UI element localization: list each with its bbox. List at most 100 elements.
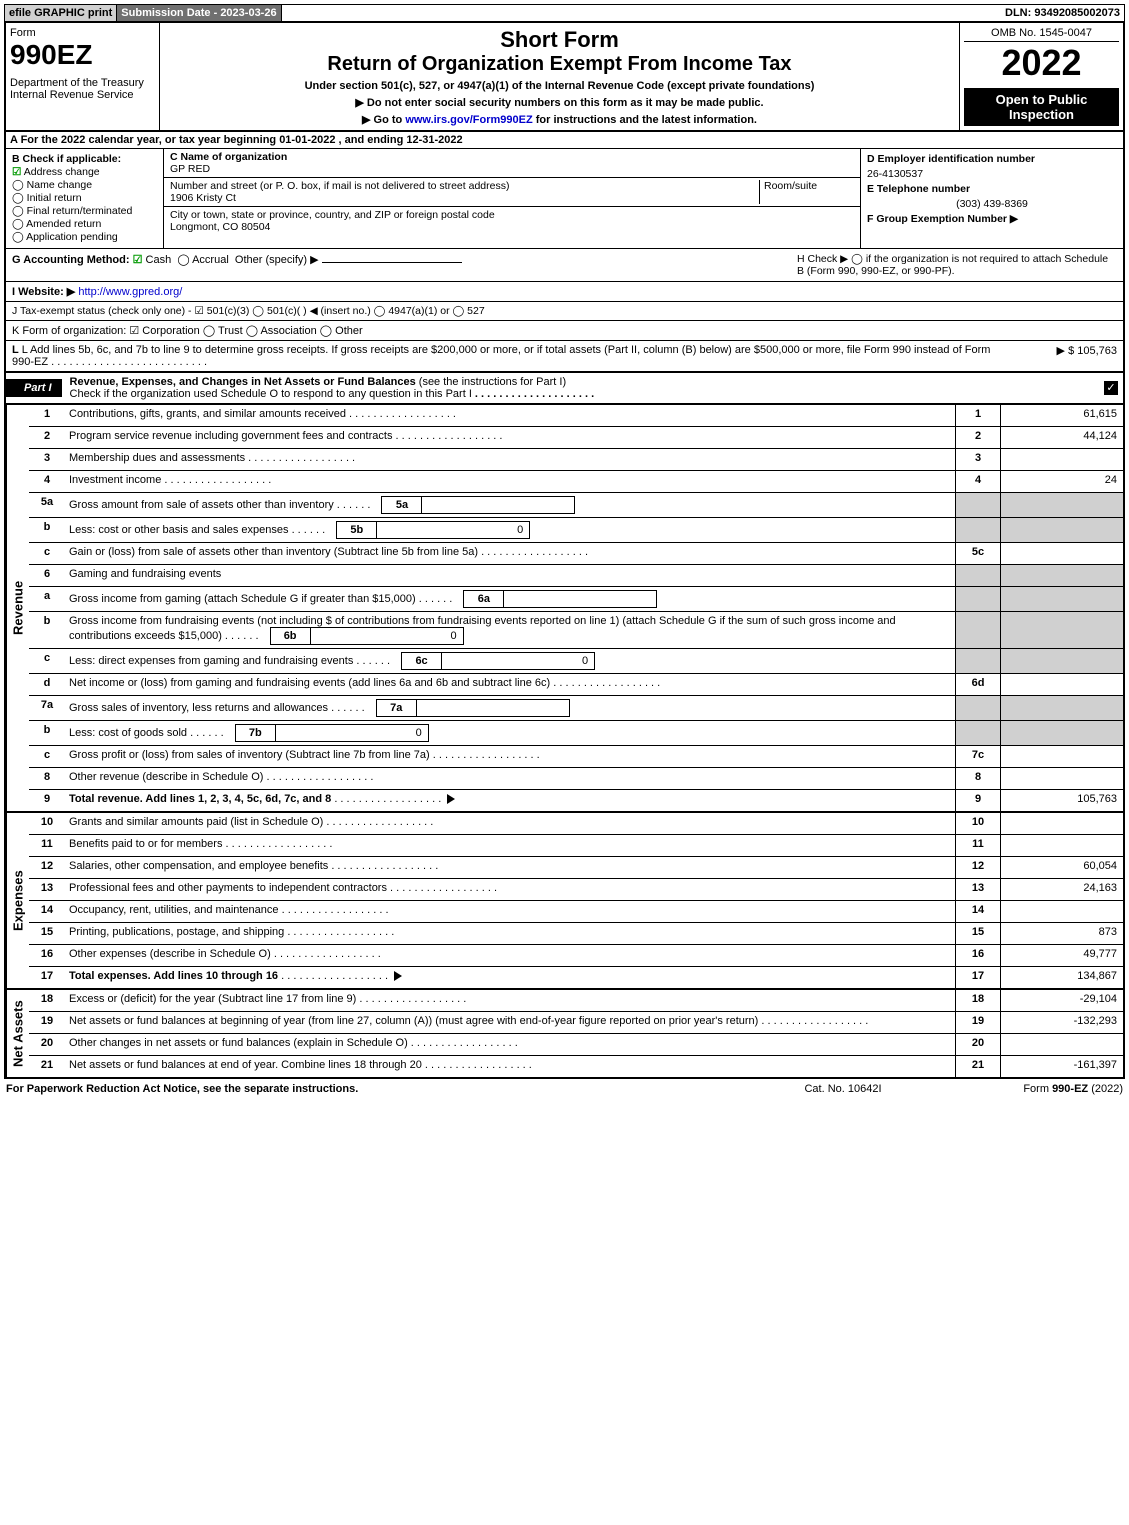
ledger-row: bLess: cost of goods sold . . . . . . 7b… [29,721,1123,746]
tax-year: 2022 [964,42,1119,84]
check-name-change[interactable]: ◯ Name change [12,179,157,191]
ledger-row: 8Other revenue (describe in Schedule O) … [29,768,1123,790]
check-application-pending[interactable]: ◯ Application pending [12,231,157,243]
line-number: a [29,587,65,611]
ledger-row: cLess: direct expenses from gaming and f… [29,649,1123,674]
ledger-row: 9Total revenue. Add lines 1, 2, 3, 4, 5c… [29,790,1123,811]
irs-link[interactable]: www.irs.gov/Form990EZ [405,114,532,126]
line-box: 20 [955,1034,1001,1055]
goto-line: ▶ Go to www.irs.gov/Form990EZ for instru… [164,113,955,126]
line-desc: Contributions, gifts, grants, and simila… [65,405,955,426]
check-final-return[interactable]: ◯ Final return/terminated [12,205,157,217]
line-number: 7a [29,696,65,720]
line-box: 6d [955,674,1001,695]
footer-left: For Paperwork Reduction Act Notice, see … [6,1083,743,1095]
ledger-row: 15Printing, publications, postage, and s… [29,923,1123,945]
line-desc: Gross income from fundraising events (no… [65,612,955,648]
part1-label: Part I [6,379,62,397]
line-amount: 134,867 [1001,967,1123,988]
ledger-row: 12Salaries, other compensation, and empl… [29,857,1123,879]
footer-center: Cat. No. 10642I [743,1083,943,1095]
form-number: 990EZ [10,39,155,71]
ledger-row: 19Net assets or fund balances at beginni… [29,1012,1123,1034]
line-box [955,518,1001,542]
ledger-row: 11Benefits paid to or for members . . . … [29,835,1123,857]
efile-label[interactable]: efile GRAPHIC print [5,5,117,21]
line-box: 15 [955,923,1001,944]
footer: For Paperwork Reduction Act Notice, see … [4,1079,1125,1099]
line-desc: Net income or (loss) from gaming and fun… [65,674,955,695]
line-amount [1001,696,1123,720]
ledger-row: 18Excess or (deficit) for the year (Subt… [29,990,1123,1012]
line-desc: Gross sales of inventory, less returns a… [65,696,955,720]
room-label: Room/suite [764,180,817,192]
header-left: Form 990EZ Department of the Treasury In… [6,23,160,130]
ledger-row: 7aGross sales of inventory, less returns… [29,696,1123,721]
line-number: 5a [29,493,65,517]
line-amount [1001,901,1123,922]
ledger-row: 2Program service revenue including gover… [29,427,1123,449]
ledger-row: 5aGross amount from sale of assets other… [29,493,1123,518]
ledger-row: bLess: cost or other basis and sales exp… [29,518,1123,543]
check-initial-return[interactable]: ◯ Initial return [12,192,157,204]
line-box [955,587,1001,611]
line-desc: Gain or (loss) from sale of assets other… [65,543,955,564]
line-desc: Membership dues and assessments . . . . … [65,449,955,470]
line-number: 15 [29,923,65,944]
line-desc: Professional fees and other payments to … [65,879,955,900]
org-name: GP RED [170,163,210,175]
line-box: 21 [955,1056,1001,1077]
line-number: 18 [29,990,65,1011]
line-desc: Excess or (deficit) for the year (Subtra… [65,990,955,1011]
line-box [955,493,1001,517]
line-amount: 49,777 [1001,945,1123,966]
schedule-O-check[interactable]: ✓ [1099,381,1123,395]
top-bar: efile GRAPHIC print Submission Date - 20… [4,4,1125,21]
line-GH: G Accounting Method: ☑ Cash ◯ Accrual Ot… [4,249,1125,282]
line-box: 7c [955,746,1001,767]
other-label: Other (specify) ▶ [235,254,319,266]
line-amount: 873 [1001,923,1123,944]
header-right: OMB No. 1545-0047 2022 Open to Public In… [960,23,1123,130]
city-cell: City or town, state or province, country… [164,207,860,235]
netassets-side-label: Net Assets [6,990,29,1077]
other-specify-input[interactable] [322,262,462,263]
ledger-row: 14Occupancy, rent, utilities, and mainte… [29,901,1123,923]
line-desc: Other expenses (describe in Schedule O) … [65,945,955,966]
line-number: 3 [29,449,65,470]
check-address-change[interactable]: ☑ Address change [12,166,157,178]
ledger-row: 16Other expenses (describe in Schedule O… [29,945,1123,967]
ledger-row: cGain or (loss) from sale of assets othe… [29,543,1123,565]
revenue-body: 1Contributions, gifts, grants, and simil… [29,405,1123,811]
line-box: 11 [955,835,1001,856]
line-box: 4 [955,471,1001,492]
line-amount: 60,054 [1001,857,1123,878]
line-desc: Other revenue (describe in Schedule O) .… [65,768,955,789]
expenses-ledger: Expenses 10Grants and similar amounts pa… [4,813,1125,990]
line-H: H Check ▶ ◯ if the organization is not r… [797,253,1117,277]
line-desc: Total revenue. Add lines 1, 2, 3, 4, 5c,… [65,790,955,811]
line-desc: Benefits paid to or for members . . . . … [65,835,955,856]
line-number: c [29,746,65,767]
line-desc: Total expenses. Add lines 10 through 16 … [65,967,955,988]
line-amount: 44,124 [1001,427,1123,448]
line-amount [1001,835,1123,856]
line-desc: Net assets or fund balances at beginning… [65,1012,955,1033]
line-amount [1001,612,1123,648]
line-box [955,649,1001,673]
line-desc: Investment income . . . . . . . . . . . … [65,471,955,492]
line-number: b [29,721,65,745]
street-cell: Number and street (or P. O. box, if mail… [164,178,860,207]
website-link[interactable]: http://www.gpred.org/ [78,286,182,298]
cash-label: Cash [146,254,172,266]
phone-value: (303) 439-8369 [867,198,1117,210]
check-amended-return[interactable]: ◯ Amended return [12,218,157,230]
line-desc: Less: direct expenses from gaming and fu… [65,649,955,673]
line-number: 9 [29,790,65,811]
part1-title: Revenue, Expenses, and Changes in Net As… [62,373,1099,403]
line-desc: Program service revenue including govern… [65,427,955,448]
line-box [955,612,1001,648]
c-label: C Name of organization [170,151,287,163]
dept: Department of the Treasury Internal Reve… [10,77,155,101]
g-label: G Accounting Method: [12,254,130,266]
